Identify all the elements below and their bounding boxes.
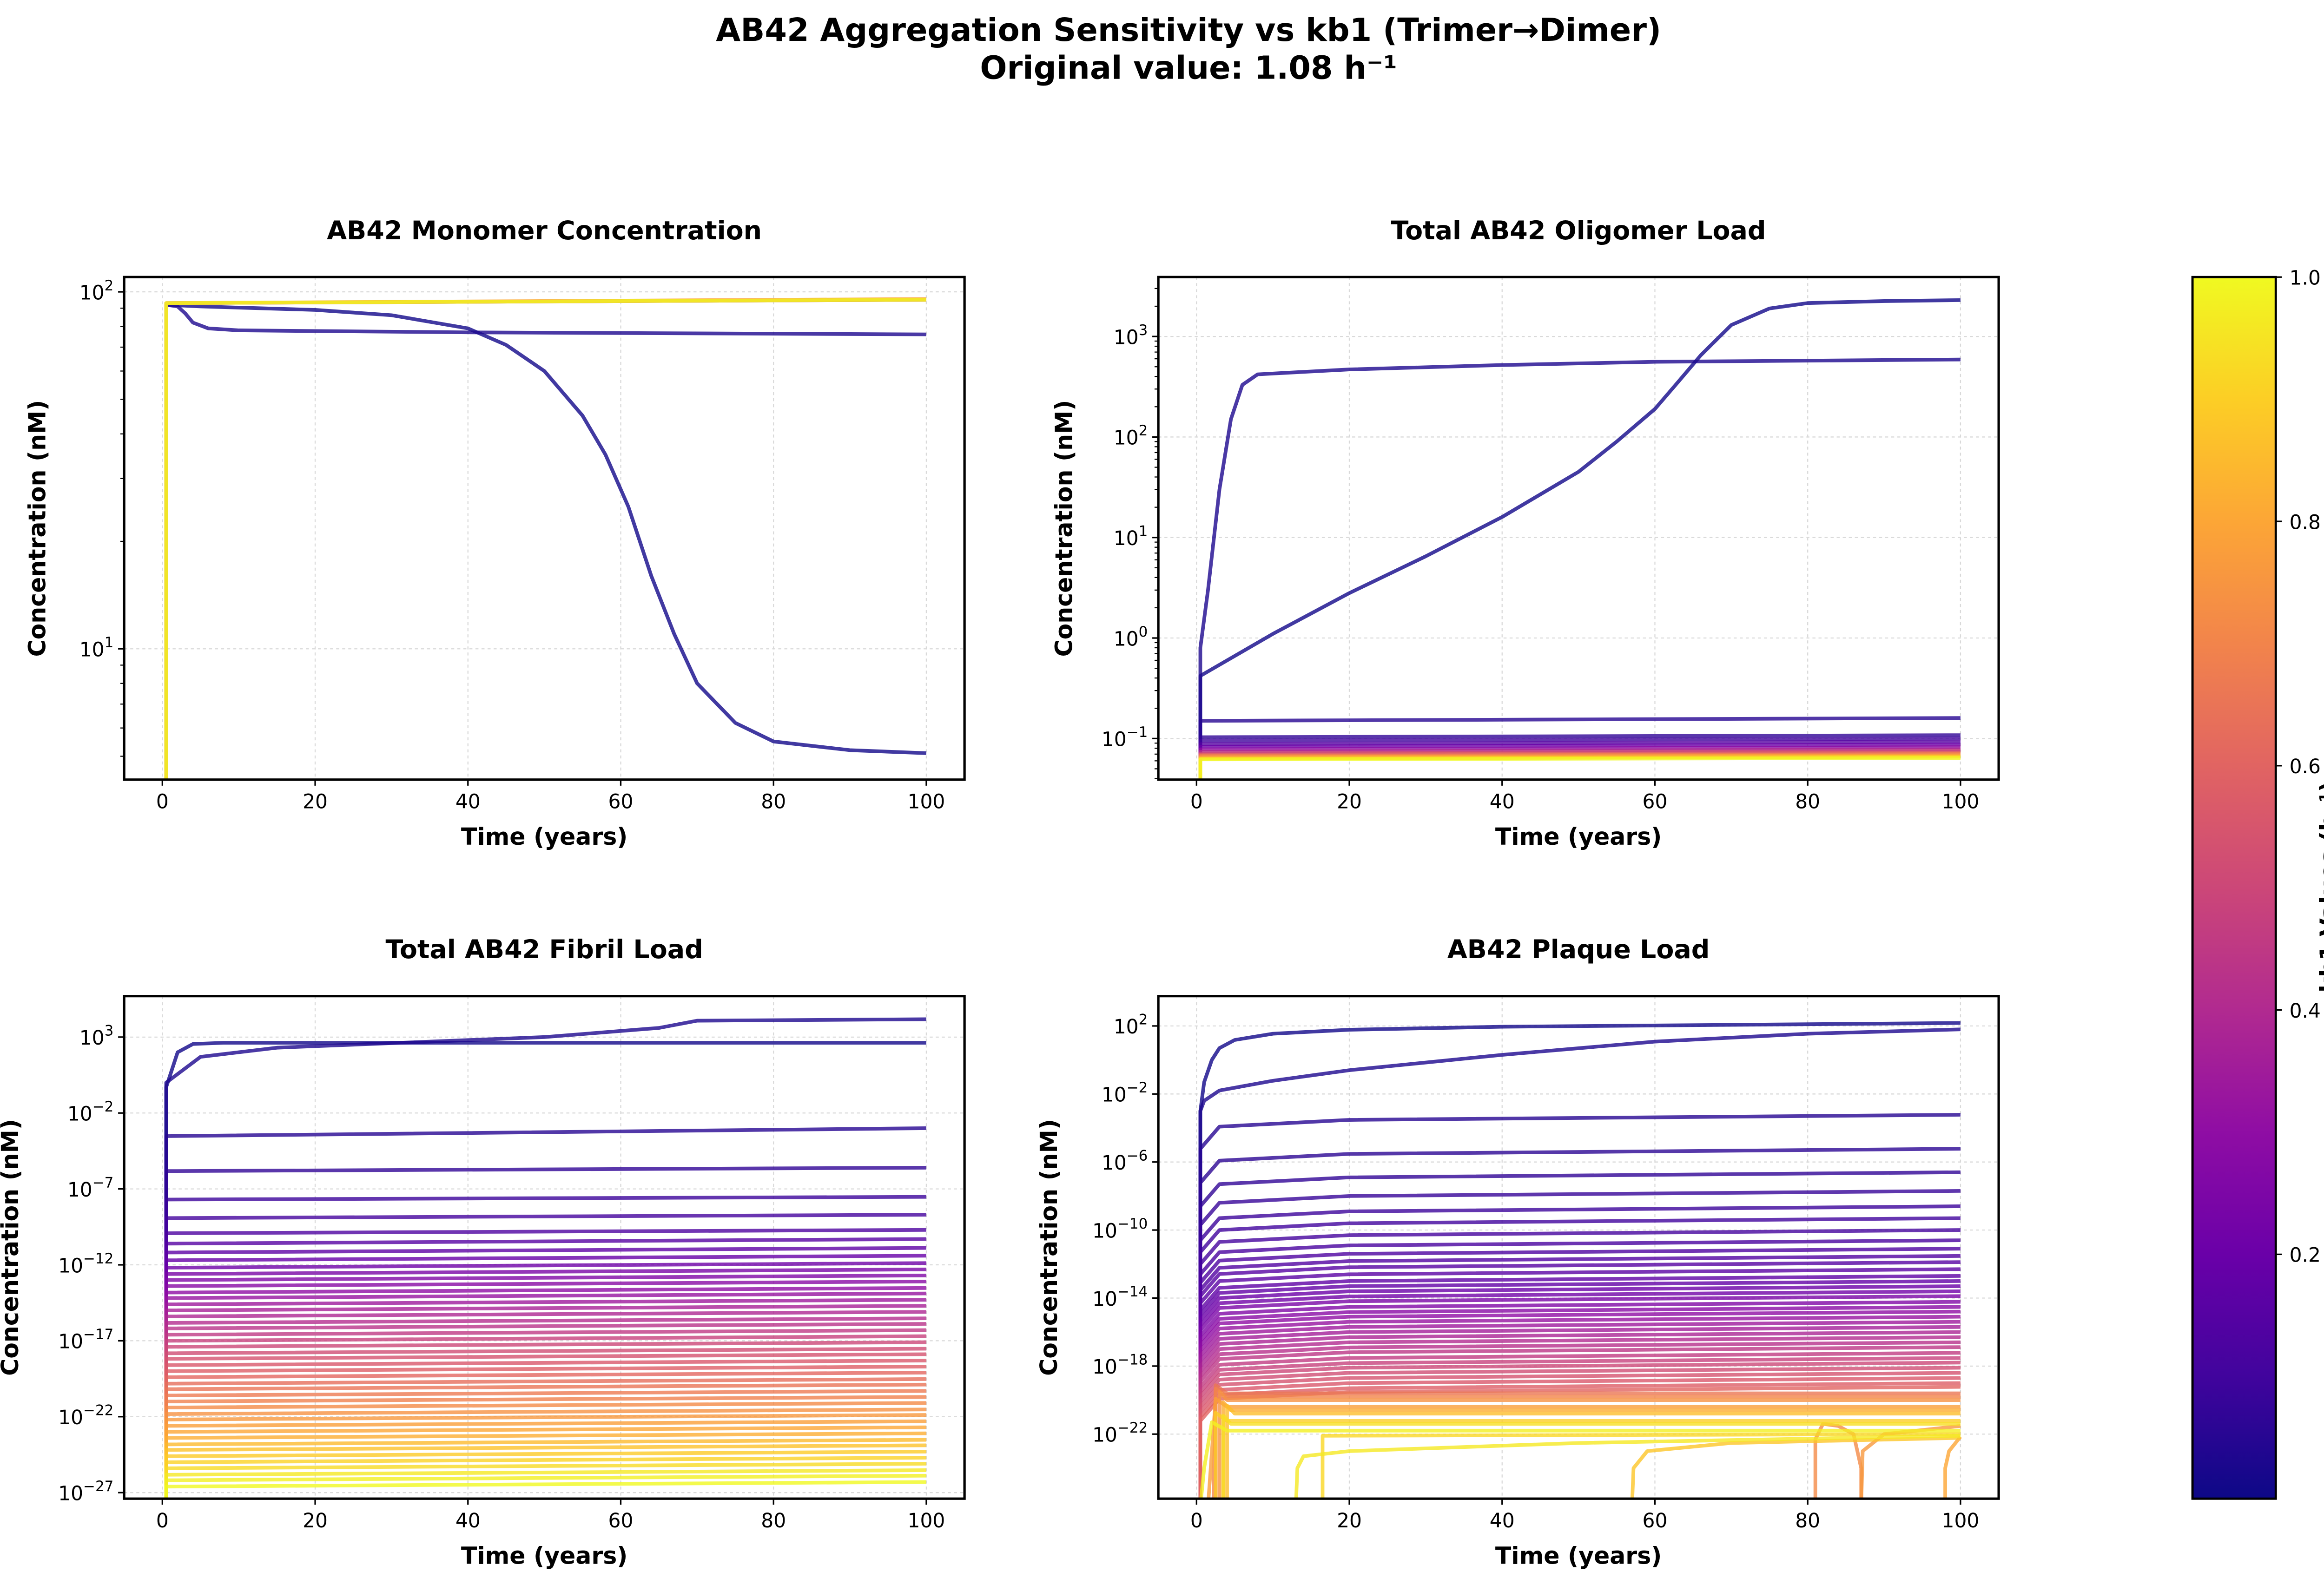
x-tick-label: 60: [1643, 790, 1668, 813]
series-line: [164, 303, 927, 780]
series-line: [1207, 1397, 1961, 1499]
series-line: [1294, 1434, 1961, 1499]
x-tick-label: 100: [1942, 790, 1980, 813]
y-tick-label: 100: [1114, 624, 1148, 651]
x-axis-label: Time (years): [1495, 823, 1662, 850]
series-line: [1221, 1414, 1961, 1499]
x-tick-label: 0: [1190, 1509, 1203, 1532]
series-group: [164, 297, 927, 780]
series-line: [1199, 1420, 1961, 1499]
x-tick-label: 40: [456, 1509, 481, 1532]
series-line: [164, 303, 926, 780]
x-tick-label: 80: [761, 1509, 786, 1532]
series-line: [1198, 756, 1961, 780]
x-tick-label: 60: [608, 790, 634, 813]
x-tick-label: 60: [608, 1509, 634, 1532]
series-line: [1198, 298, 1961, 780]
axes-frame: [123, 995, 966, 1500]
series-line: [164, 1480, 926, 1499]
subplot-title: Total AB42 Oligomer Load: [1391, 216, 1766, 246]
series-group: [1198, 298, 1961, 780]
figure-title: AB42 Aggregation Sensitivity vs kb1 (Tri…: [716, 12, 1661, 49]
series-group: [1198, 1021, 1962, 1499]
x-tick-label: 40: [456, 790, 481, 813]
y-tick-label: 10−6: [1102, 1147, 1148, 1174]
x-tick-label: 0: [156, 1509, 169, 1532]
x-tick-label: 20: [1337, 1509, 1362, 1532]
series-line: [1198, 1021, 1961, 1499]
x-tick-label: 100: [908, 1509, 945, 1532]
series-line: [1943, 1435, 1962, 1499]
series-line: [1225, 1403, 1961, 1499]
series-line: [1630, 1436, 1961, 1499]
x-axis-label: Time (years): [461, 823, 627, 850]
colorbar-tick-label: 0.2: [2290, 1244, 2321, 1267]
x-tick-label: 20: [303, 790, 328, 813]
x-tick-label: 20: [1337, 790, 1362, 813]
colorbar-gradient: [2191, 276, 2277, 1500]
series-line: [1214, 1411, 1961, 1499]
x-tick-label: 80: [1795, 790, 1820, 813]
subplot-title: AB42 Plaque Load: [1447, 935, 1710, 965]
x-tick-label: 100: [1942, 1509, 1980, 1532]
series-line: [1217, 1390, 1961, 1499]
series-line: [1198, 1027, 1961, 1499]
y-axis-label: Concentration (nM): [1050, 400, 1077, 657]
colorbar-tick-label: 0.8: [2290, 511, 2321, 533]
colorbar: 0.2 0.4 0.6 0.8 1.0: [2191, 267, 2321, 1500]
subplot-3: 0 20 40 60 80 10010−2710−2210−1710−1210−710−2…: [0, 935, 966, 1569]
x-tick-label: 80: [1795, 1509, 1820, 1532]
x-axis-label: Time (years): [461, 1542, 627, 1569]
x-tick-label: 100: [908, 790, 945, 813]
colorbar-label: kb1 Values (h⁻¹): [2315, 781, 2324, 993]
y-tick-label: 102: [79, 277, 114, 304]
y-tick-label: 103: [1114, 322, 1148, 349]
x-tick-label: 60: [1643, 1509, 1668, 1532]
axes-frame: [1157, 995, 2000, 1500]
x-axis-label: Time (years): [1495, 1542, 1662, 1569]
x-tick-label: 80: [761, 790, 786, 813]
axes-frame: [123, 276, 966, 781]
axes-frame: [1157, 276, 2000, 781]
subplot-4: 0 20 40 60 80 10010−2210−1810−1410−1010−610−2…: [1035, 935, 2000, 1569]
series-line: [164, 1017, 926, 1499]
x-tick-label: 0: [1190, 790, 1203, 813]
y-axis-label: Concentration (nM): [24, 400, 51, 657]
colorbar-tick-label: 1.0: [2290, 267, 2321, 289]
subplot-title: AB42 Monomer Concentration: [327, 216, 762, 246]
x-tick-label: 40: [1490, 790, 1515, 813]
x-tick-label: 40: [1490, 1509, 1515, 1532]
figure-subtitle: Original value: 1.08 h⁻¹: [980, 50, 1397, 87]
colorbar-tick-label: 0.4: [2290, 1000, 2321, 1022]
series-line: [1198, 357, 1961, 780]
colorbar-tick-label: 0.6: [2290, 755, 2321, 778]
subplot-title: Total AB42 Fibril Load: [385, 935, 703, 965]
x-tick-label: 0: [156, 790, 169, 813]
y-axis-label: Concentration (nM): [0, 1119, 24, 1376]
series-line: [1320, 1432, 1961, 1499]
y-tick-label: 102: [1114, 422, 1148, 449]
y-tick-label: 10−7: [67, 1174, 113, 1201]
y-axis-label: Concentration (nM): [1035, 1119, 1063, 1376]
x-tick-label: 20: [303, 1509, 328, 1532]
series-line: [164, 298, 926, 780]
